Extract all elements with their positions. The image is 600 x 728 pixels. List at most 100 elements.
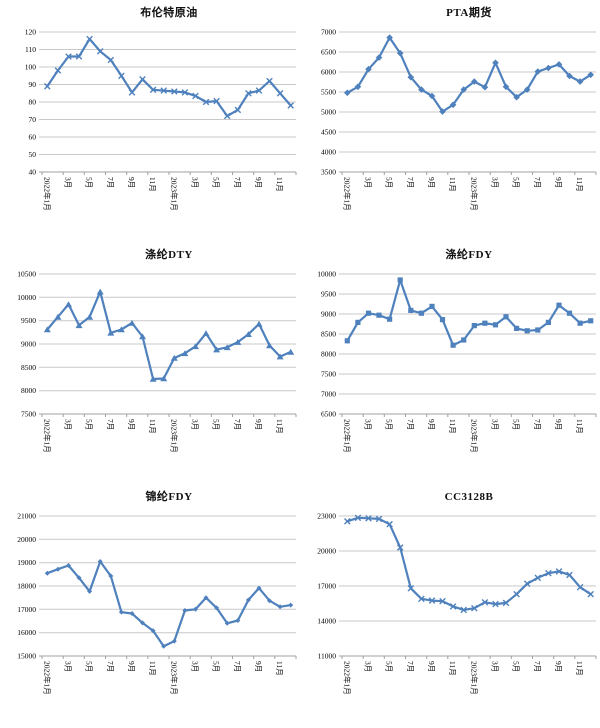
data-point-marker xyxy=(234,339,242,345)
y-axis-tick-label: 17000 xyxy=(17,605,36,614)
data-point-marker xyxy=(481,599,489,606)
data-point-marker xyxy=(492,59,499,67)
chart-pta-futures: PTA期货 7000 6500 6000 5500 5000 4500 4000 3500 20… xyxy=(300,0,600,242)
x-axis-tick-label: 2022年1月 xyxy=(342,177,352,211)
x-axis-tick-label: 3月 xyxy=(364,661,373,672)
x-axis-tick-label: 3月 xyxy=(364,177,373,188)
data-point-marker xyxy=(514,325,520,331)
data-point-marker xyxy=(344,338,350,344)
y-axis-tick-label: 50 xyxy=(29,150,37,159)
data-point-marker xyxy=(256,585,262,591)
data-point-marker xyxy=(450,342,456,348)
y-axis-tick-label: 7000 xyxy=(321,28,336,37)
data-point-marker xyxy=(566,571,573,579)
x-axis-tick-label: 11月 xyxy=(148,419,157,434)
chart-canvas: 10000 9500 9000 8500 8000 7500 7000 6500 2022年1月… xyxy=(317,270,597,453)
y-axis-tick-label: 7500 xyxy=(21,410,36,419)
y-axis-tick-label: 9000 xyxy=(21,340,36,349)
y-axis-tick-label: 20000 xyxy=(17,535,36,544)
x-axis-tick-label: 3月 xyxy=(64,419,73,430)
data-point-marker xyxy=(149,86,157,94)
series-line xyxy=(346,278,592,347)
x-axis-tick-label: 2022年1月 xyxy=(42,177,52,211)
data-point-marker xyxy=(503,314,509,320)
y-axis-tick-label: 9500 xyxy=(321,290,336,299)
data-point-marker xyxy=(545,64,552,72)
chart-polyester-dty: 涤纶DTY 10500 10000 9500 9000 8500 8000 7500 2022… xyxy=(0,242,300,484)
data-point-marker xyxy=(471,604,478,612)
x-axis-tick-label: 11月 xyxy=(275,661,284,676)
y-axis-tick-label: 8500 xyxy=(21,363,36,372)
data-point-marker xyxy=(54,313,62,320)
x-axis-tick-label: 5月 xyxy=(512,419,521,430)
y-axis-tick-label: 8000 xyxy=(321,350,336,359)
y-axis-tick-label: 10000 xyxy=(317,270,336,279)
chart-canvas: 21000 20000 19000 18000 17000 16000 15000 2022年… xyxy=(17,512,297,695)
y-axis-tick-label: 10500 xyxy=(17,270,36,279)
data-point-marker xyxy=(288,602,294,608)
x-axis-tick-label: 7月 xyxy=(533,177,542,188)
data-point-marker xyxy=(75,322,83,329)
series-line xyxy=(46,560,292,648)
data-point-marker xyxy=(545,319,551,325)
x-axis-tick-label: 5月 xyxy=(512,177,521,188)
data-point-marker xyxy=(545,569,552,577)
x-axis-tick-label: 2023年1月 xyxy=(169,419,179,453)
data-point-marker xyxy=(129,611,135,616)
y-axis-tick-label: 110 xyxy=(25,45,36,54)
x-axis-tick-label: 2023年1月 xyxy=(169,661,179,695)
data-point-marker xyxy=(276,90,284,97)
x-axis-tick-label: 2022年1月 xyxy=(342,661,352,695)
data-point-marker xyxy=(407,73,415,81)
x-axis-tick-label: 11月 xyxy=(275,419,284,434)
data-point-marker xyxy=(97,559,103,564)
data-point-marker xyxy=(556,302,562,308)
data-point-marker xyxy=(171,638,177,644)
y-axis-tick-label: 70 xyxy=(29,115,37,124)
data-point-marker xyxy=(150,628,156,634)
chart-canvas: 23000 20000 17000 14000 11000 2022年1月 3月 5月 7月 9月… xyxy=(317,512,597,695)
y-axis-tick-label: 19000 xyxy=(17,558,36,567)
x-axis-tick-label: 11月 xyxy=(448,419,457,434)
y-axis-tick-label: 4000 xyxy=(321,148,336,157)
data-point-marker xyxy=(128,319,136,326)
data-point-marker xyxy=(407,585,415,592)
y-axis-tick-label: 21000 xyxy=(17,512,36,521)
chart-brent-crude-oil: 布伦特原油 120 110 100 90 80 70 60 50 40 2022年1月 3月 5月 7月… xyxy=(0,0,300,242)
y-axis-tick-label: 100 xyxy=(25,63,37,72)
data-point-marker xyxy=(429,303,435,309)
data-point-marker xyxy=(428,597,436,604)
data-point-marker xyxy=(223,344,231,351)
data-point-marker xyxy=(555,568,563,575)
data-point-marker xyxy=(86,35,93,43)
data-point-marker xyxy=(375,54,383,61)
x-axis-tick-label: 11月 xyxy=(148,177,157,192)
x-axis-tick-label: 5月 xyxy=(385,661,394,672)
data-point-marker xyxy=(460,86,467,93)
x-axis-tick-label: 5月 xyxy=(385,177,394,188)
x-axis-tick-label: 7月 xyxy=(233,177,242,188)
data-point-marker xyxy=(449,101,457,109)
x-axis-tick-label: 5月 xyxy=(212,661,221,672)
x-axis-tick-label: 11月 xyxy=(575,177,584,192)
plot-area-pta-futures: 7000 6500 6000 5500 5000 4500 4000 3500 2022年1月 3… xyxy=(300,22,600,240)
data-point-marker xyxy=(202,98,210,106)
data-point-marker xyxy=(213,97,220,105)
y-axis-tick-label: 15000 xyxy=(17,652,36,661)
data-point-marker xyxy=(255,87,263,94)
x-axis-tick-label: 3月 xyxy=(191,419,200,430)
data-point-marker xyxy=(96,288,104,295)
data-point-marker xyxy=(588,318,594,324)
y-axis-tick-label: 8000 xyxy=(21,386,36,395)
data-point-marker xyxy=(117,326,125,333)
x-axis-tick-label: 5月 xyxy=(85,419,94,430)
y-axis-tick-label: 10000 xyxy=(17,293,36,302)
data-point-marker xyxy=(202,330,210,337)
chart-title-cc3128b: CC3128B xyxy=(444,491,494,503)
data-point-marker xyxy=(140,620,145,626)
y-axis-tick-label: 14000 xyxy=(317,617,336,626)
plot-area-cc3128b: 23000 20000 17000 14000 11000 2022年1月 3月 5月 7月 9月… xyxy=(300,506,600,724)
data-point-marker xyxy=(355,319,361,325)
y-axis-tick-label: 23000 xyxy=(317,512,336,521)
